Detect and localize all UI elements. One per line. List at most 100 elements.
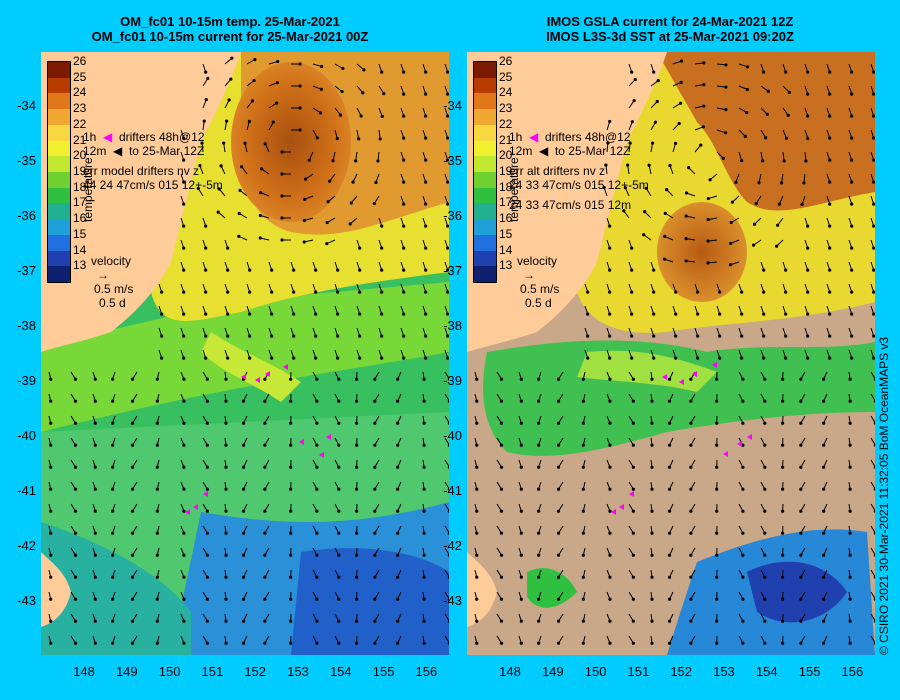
current-arrowhead (828, 334, 832, 338)
current-arrowhead (828, 158, 832, 162)
current-arrowhead (630, 290, 634, 294)
current-arrowhead (373, 487, 377, 491)
left-drifter-tracks (185, 364, 331, 515)
current-arrowhead (556, 597, 561, 601)
current-arrowhead (358, 356, 362, 360)
current-arrowhead (873, 597, 875, 601)
current-arrowhead (424, 114, 428, 118)
current-arrowhead (155, 465, 159, 469)
current-arrowhead (396, 465, 400, 469)
current-arrowhead (263, 142, 267, 146)
current-arrowhead (424, 180, 428, 184)
current-arrowhead (715, 553, 719, 557)
current-arrowhead (608, 597, 612, 601)
current-arrowhead (650, 641, 654, 645)
current-arrowhead (263, 509, 267, 513)
latitude-tick-label: -37 (443, 263, 462, 278)
current-arrowhead (873, 399, 875, 403)
current-arrowhead (275, 81, 279, 85)
current-arrowhead (721, 156, 725, 160)
colorbar-swatch (474, 156, 496, 172)
current-arrowhead (873, 553, 875, 557)
current-arrowhead (581, 531, 585, 535)
current-arrowhead (586, 356, 590, 360)
current-arrowhead (205, 377, 209, 381)
current-arrowhead (873, 421, 875, 425)
current-arrowhead (741, 399, 745, 403)
current-arrowhead (799, 377, 803, 381)
right-map-svg (467, 52, 875, 655)
current-arrowhead (780, 553, 785, 557)
current-arrowhead (49, 487, 53, 491)
current-arrowhead (740, 356, 744, 360)
current-arrowhead (182, 619, 186, 623)
current-arrowhead (226, 312, 230, 316)
current-arrowhead (872, 224, 875, 228)
current-arrowhead (402, 202, 406, 206)
current-arrowhead (402, 268, 406, 272)
current-arrowhead (873, 619, 875, 623)
current-arrowhead (873, 465, 875, 469)
current-arrowhead (715, 575, 719, 579)
left-map-panel[interactable]: 26 25 24 23 22 21 20 19 18 17 16 15 14 13 temperature… (41, 52, 449, 655)
current-arrowhead (160, 334, 164, 338)
current-arrowhead (289, 399, 293, 403)
current-arrowhead (689, 641, 693, 645)
current-arrowhead (270, 268, 274, 272)
current-arrowhead (380, 334, 384, 338)
current-arrowhead (499, 377, 504, 381)
current-arrowhead (380, 246, 384, 250)
current-arrowhead (631, 575, 635, 579)
current-arrowhead (667, 443, 672, 447)
current-arrowhead (224, 465, 228, 469)
current-arrowhead (303, 197, 307, 201)
drifter-marker (283, 364, 288, 370)
current-arrowhead (763, 399, 767, 403)
current-arrowhead (608, 377, 612, 381)
colorbar-swatch (48, 219, 70, 235)
current-arrowhead (358, 246, 362, 250)
longitude-tick-label: 150 (158, 664, 181, 679)
right-map-panel[interactable]: 26 25 24 23 22 21 20 19 18 17 16 15 14 13 temperature… (467, 52, 875, 655)
current-arrowhead (822, 641, 826, 645)
current-arrowhead (93, 399, 97, 403)
current-arrowhead (873, 487, 875, 491)
left-velocity-key: velocity → 0.5 m/s 0.5 d (91, 254, 133, 310)
current-arrowhead (396, 487, 400, 491)
current-arrowhead (631, 421, 635, 425)
latitude-tick-label: -38 (17, 318, 36, 333)
current-arrowhead (537, 597, 541, 601)
current-arrowhead (446, 312, 449, 316)
drifter-marker (679, 379, 684, 385)
current-arrowhead (73, 575, 78, 579)
current-arrowhead (204, 290, 208, 294)
current-arrowhead (73, 553, 78, 557)
current-arrowhead (828, 70, 832, 74)
current-arrowhead (776, 223, 780, 227)
current-arrowhead (357, 137, 361, 141)
current-arrowhead (263, 619, 267, 623)
current-arrowhead (424, 92, 428, 96)
colorbar-swatch (48, 172, 70, 188)
current-arrowhead (289, 487, 293, 491)
current-arrowhead (263, 487, 267, 491)
current-arrowhead (806, 268, 810, 272)
current-arrowhead (289, 377, 293, 381)
current-arrowhead (608, 575, 612, 579)
current-arrowhead (650, 399, 654, 403)
current-arrowhead (608, 553, 612, 557)
colorbar-tick-label: 26 (499, 54, 513, 68)
current-arrowhead (226, 356, 230, 360)
current-arrowhead (763, 443, 767, 447)
longitude-tick-label: 151 (201, 664, 224, 679)
current-arrowhead (337, 619, 341, 623)
current-arrowhead (446, 92, 449, 96)
current-arrowhead (354, 619, 359, 623)
current-arrowhead (581, 575, 585, 579)
current-arrowhead (130, 641, 135, 645)
left-velocity-scale: 0.5 m/s (94, 282, 134, 296)
current-arrowhead (446, 202, 449, 206)
current-arrowhead (850, 180, 854, 184)
current-arrowhead (556, 619, 561, 623)
current-arrowhead (519, 487, 523, 491)
